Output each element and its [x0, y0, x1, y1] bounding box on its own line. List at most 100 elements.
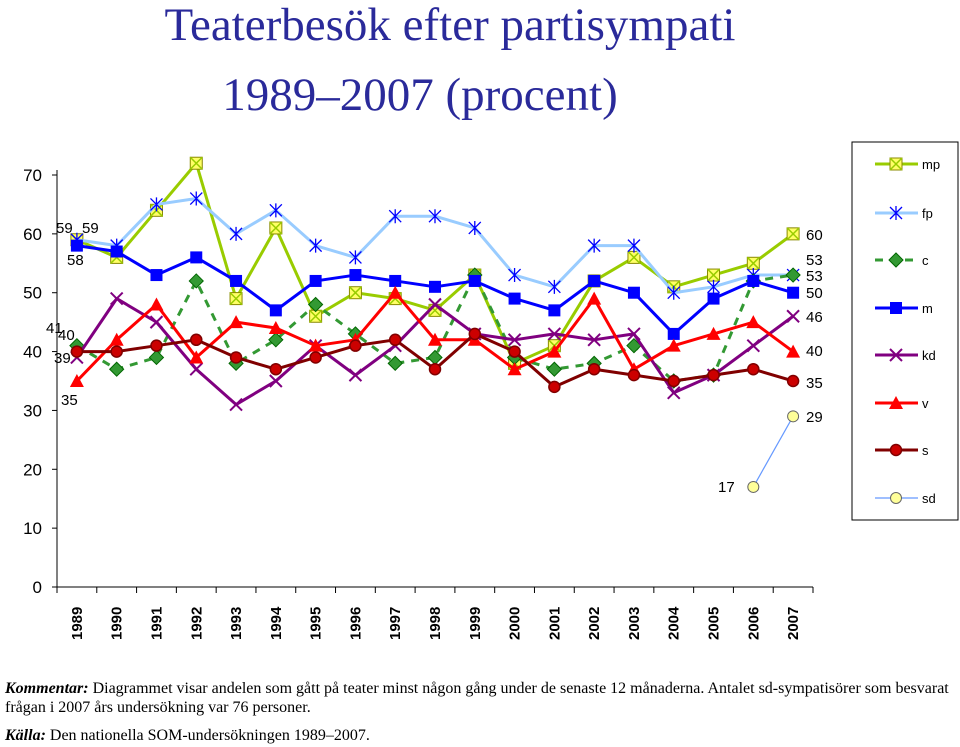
point-v [69, 374, 84, 387]
point-mp-cross [706, 268, 721, 282]
point-kd [507, 333, 522, 347]
point-c [188, 273, 204, 289]
point-kd [348, 368, 363, 382]
legend-marker-sd [890, 492, 902, 504]
point-v [547, 344, 562, 358]
point-v [786, 344, 801, 358]
point-m [70, 239, 83, 252]
legend-label: kd [922, 348, 936, 363]
point-v [388, 285, 403, 299]
x-tick-label: 1995 [308, 607, 325, 640]
point-c [785, 267, 801, 283]
source-body: Den nationella SOM-undersökningen 1989–2… [49, 727, 370, 744]
point-v [587, 291, 602, 305]
data-label: 58 [67, 252, 84, 269]
x-tick-label: 1991 [148, 607, 165, 640]
x-tick-label: 1999 [467, 607, 484, 640]
x-tick-label: 2002 [586, 607, 603, 640]
point-s [587, 362, 601, 376]
data-label: 46 [806, 309, 823, 326]
point-s [786, 374, 800, 388]
chart-title-line-2: 1989–2007 (procent) [222, 69, 618, 121]
point-s [548, 380, 561, 394]
point-s [747, 362, 760, 376]
legend-item-c: c [875, 252, 929, 268]
point-kd [627, 327, 641, 341]
data-label: 40 [58, 327, 75, 344]
point-v [706, 326, 721, 340]
point-kd [667, 386, 681, 400]
point-m [309, 274, 322, 287]
point-sd [787, 410, 800, 423]
data-label: 60 [806, 227, 823, 244]
point-m [349, 269, 362, 282]
point-c [108, 361, 125, 377]
legend-marker-kd [889, 348, 903, 362]
point-fp [508, 268, 522, 283]
x-tick-label: 2004 [666, 606, 683, 640]
series-s [70, 327, 800, 394]
legend-box [851, 141, 959, 521]
x-tick-label: 1990 [109, 607, 126, 640]
point-s [150, 339, 163, 352]
data-label: 53 [806, 252, 823, 269]
legend-marker-s [889, 443, 903, 457]
point-kd [746, 338, 761, 353]
point-mp-cross [269, 221, 283, 235]
data-label: 17 [718, 479, 735, 496]
x-tick-label: 2001 [546, 607, 563, 640]
y-tick-label: 30 [23, 401, 42, 420]
legend-item-kd: kd [875, 348, 936, 363]
axes: 0 10 20 30 40 50 60 70 1989 1990 1991 1992 1993 1994 1… [23, 166, 814, 640]
series-layer [69, 156, 801, 493]
point-m [707, 292, 720, 305]
comment-label: Kommentar: [5, 680, 89, 697]
y-tick-label: 0 [33, 578, 42, 597]
legend-marker-m [890, 302, 902, 314]
point-m [508, 292, 521, 305]
series-m [70, 239, 800, 340]
point-mp-cross [309, 309, 323, 323]
point-s [428, 362, 442, 376]
point-kd [786, 309, 800, 323]
point-v [507, 362, 522, 376]
point-m [667, 327, 680, 340]
y-tick-label: 10 [23, 519, 42, 538]
legend-label: c [922, 253, 929, 268]
data-label: 35 [61, 392, 78, 409]
series-sd [747, 410, 800, 493]
data-label: 59 [82, 220, 99, 237]
data-label: 35 [806, 375, 823, 392]
point-c [268, 332, 284, 348]
point-kd [587, 333, 601, 347]
y-tick-label: 60 [23, 225, 42, 244]
point-v [666, 338, 681, 352]
line-chart: 0 10 20 30 40 50 60 70 1989 1990 1991 1992 1993 1994 1… [23, 141, 959, 640]
legend-label: sd [922, 491, 936, 506]
point-fp [229, 226, 243, 241]
data-label: 59 [56, 220, 73, 237]
x-tick-label: 1998 [427, 607, 444, 640]
point-s [707, 368, 720, 382]
point-fp [388, 209, 402, 224]
x-tick-label: 2006 [745, 607, 762, 640]
series-line-sd [752, 416, 794, 488]
point-c [307, 296, 324, 313]
y-tick-label: 20 [23, 460, 42, 479]
point-fp [667, 285, 681, 300]
point-fp [309, 238, 323, 253]
point-fp [627, 238, 641, 253]
x-tick-label: 1994 [268, 606, 285, 640]
legend-item-s: s [875, 443, 929, 458]
legend-label: s [922, 443, 929, 458]
point-m [548, 304, 561, 317]
legend-marker-fp [889, 206, 903, 220]
point-mp-cross [746, 256, 760, 270]
point-fp [707, 279, 720, 294]
legend-marker-v [889, 396, 903, 409]
point-s [388, 333, 402, 347]
point-fp [150, 197, 163, 212]
point-s [508, 345, 521, 358]
point-s [468, 327, 482, 341]
point-c [546, 361, 563, 377]
